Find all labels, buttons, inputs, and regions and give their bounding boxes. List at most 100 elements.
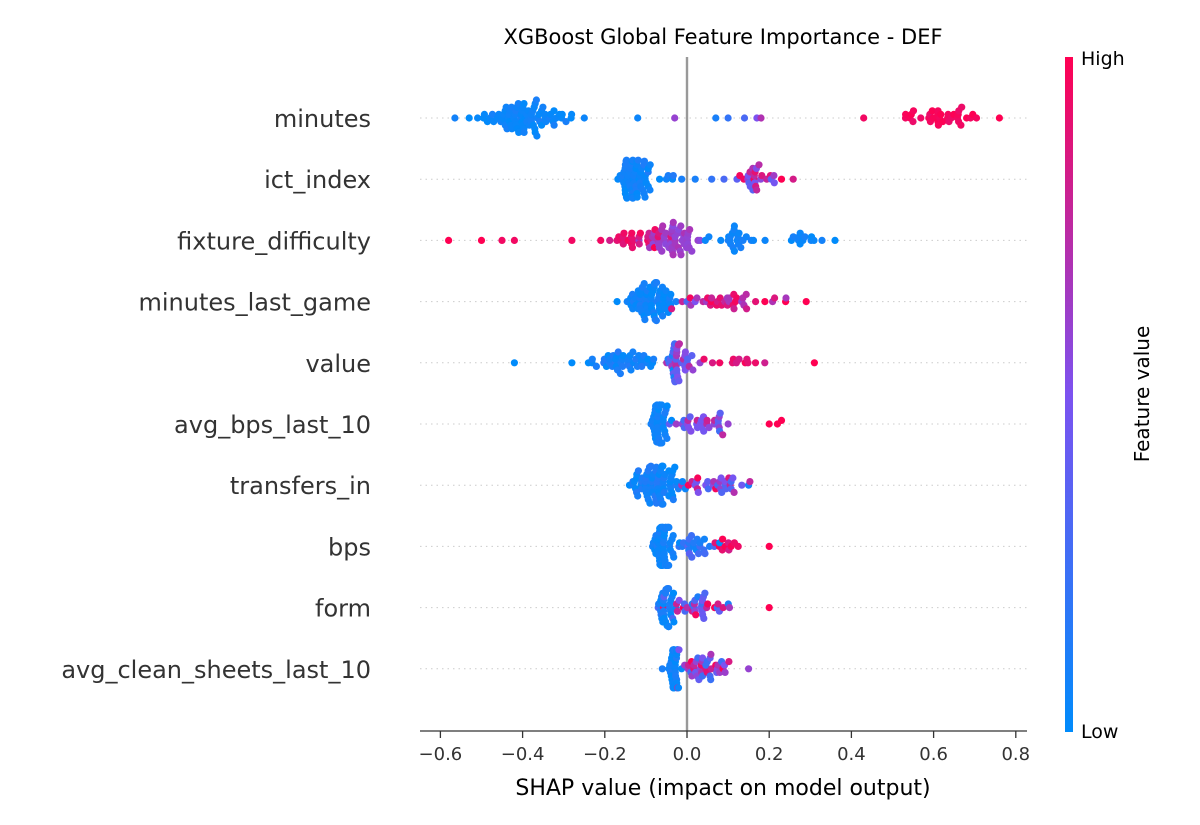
point-minutes-65 [539, 103, 547, 111]
point-value-24 [619, 352, 627, 360]
x-tick-label-3: 0.0 [673, 744, 702, 765]
point-bps-70 [700, 535, 709, 543]
point-minutes_last_game-78 [708, 294, 716, 302]
point-form-61 [714, 600, 722, 608]
point-bps-71 [701, 550, 709, 558]
point-transfers_in-83 [694, 488, 702, 496]
point-minutes-94 [909, 118, 917, 126]
point-value-80 [688, 352, 696, 360]
point-transfers_in-72 [672, 478, 681, 486]
point-minutes_last_game-104 [802, 298, 810, 306]
point-fixture_difficulty-4 [568, 236, 576, 244]
point-ict_index-59 [656, 175, 664, 183]
colorbar-high-label: High [1081, 48, 1125, 70]
point-value-29 [627, 366, 635, 374]
feature-label-transfers_in: transfers_in [230, 472, 371, 500]
point-minutes-72 [550, 107, 558, 115]
point-value-4 [588, 355, 596, 363]
point-avg_bps_last_10-32 [658, 401, 666, 409]
point-form-55 [700, 614, 708, 623]
point-ict_index-65 [691, 175, 699, 183]
point-avg_bps_last_10-62 [700, 427, 708, 435]
point-avg_bps_last_10-42 [663, 434, 671, 442]
point-value-85 [716, 359, 724, 367]
feature-label-bps: bps [328, 533, 371, 561]
point-bps-85 [765, 542, 773, 551]
point-ict_index-67 [720, 175, 728, 183]
point-fixture_difficulty-55 [669, 251, 677, 259]
point-bps-61 [688, 553, 696, 561]
point-ict_index-38 [633, 193, 641, 201]
x-tick-label-4: 0.2 [755, 744, 784, 765]
point-avg_bps_last_10-33 [658, 439, 666, 447]
point-ict_index-66 [708, 175, 716, 183]
point-form-36 [675, 596, 683, 605]
point-minutes_last_game-64 [667, 290, 675, 298]
point-fixture_difficulty-56 [669, 218, 677, 226]
x-tick-label-2: −0.2 [583, 744, 627, 765]
point-minutes-2 [474, 114, 482, 122]
point-form-22 [665, 585, 673, 593]
point-transfers_in-51 [659, 500, 667, 508]
point-minutes_last_game-43 [652, 317, 661, 325]
point-transfers_in-106 [746, 478, 754, 486]
point-transfers_in-8 [634, 492, 642, 500]
point-value-95 [810, 359, 819, 367]
point-fixture_difficulty-16 [628, 229, 636, 237]
point-avg_bps_last_10-54 [687, 427, 695, 435]
point-ict_index-49 [640, 157, 649, 165]
point-value-30 [629, 348, 637, 356]
x-tick-label-0: −0.6 [419, 744, 463, 765]
point-minutes-119 [958, 103, 966, 111]
point-avg_bps_last_10-73 [716, 409, 724, 417]
feature-labels: minutes ict_index fixture_difficultyminute… [61, 105, 371, 684]
point-value-84 [708, 359, 717, 367]
point-form-65 [725, 604, 734, 612]
point-form-63 [719, 604, 727, 612]
point-transfers_in-103 [730, 488, 738, 496]
point-minutes-34 [515, 128, 523, 136]
point-avg_clean_sheets_last_10-40 [674, 684, 683, 692]
feature-label-avg_clean_sheets_last_10: avg_clean_sheets_last_10 [61, 656, 371, 684]
point-fixture_difficulty-45 [662, 229, 670, 237]
point-minutes-82 [634, 114, 642, 122]
point-minutes_last_game-0 [613, 298, 621, 306]
point-minutes_last_game-66 [672, 298, 680, 306]
point-minutes-43 [520, 128, 528, 136]
point-fixture_difficulty-82 [717, 236, 725, 244]
point-ict_index-92 [770, 179, 778, 187]
point-minutes-4 [480, 110, 488, 118]
point-minutes_last_game-103 [782, 294, 790, 302]
point-transfers_in-9 [634, 467, 643, 475]
point-bps-43 [665, 523, 673, 532]
point-ict_index-93 [777, 175, 786, 183]
point-value-70 [675, 340, 684, 348]
point-value-89 [735, 355, 743, 363]
point-minutes-100 [928, 107, 936, 115]
point-fixture_difficulty-12 [620, 229, 628, 237]
point-minutes-124 [995, 114, 1004, 122]
point-minutes-58 [532, 96, 541, 104]
point-fixture_difficulty-22 [636, 229, 645, 237]
point-bps-50 [670, 553, 678, 561]
point-fixture_difficulty-18 [630, 236, 638, 244]
point-avg_clean_sheets_last_10-0 [658, 665, 666, 673]
point-minutes_last_game-96 [742, 290, 750, 298]
point-fixture_difficulty-114 [818, 236, 826, 244]
point-minutes-123 [972, 114, 981, 122]
point-minutes_last_game-72 [693, 294, 701, 302]
x-axis-title: SHAP value (impact on model output) [515, 776, 930, 801]
point-form-56 [701, 589, 709, 597]
feature-label-form: form [315, 595, 371, 623]
point-avg_bps_last_10-46 [672, 420, 680, 428]
point-ict_index-91 [770, 172, 778, 180]
point-fixture_difficulty-113 [810, 236, 818, 244]
point-fixture_difficulty-101 [749, 236, 758, 244]
point-transfers_in-86 [704, 485, 712, 493]
feature-label-value: value [305, 350, 371, 378]
point-minutes_last_game-92 [733, 294, 741, 302]
point-minutes-59 [533, 132, 541, 140]
point-form-66 [765, 604, 773, 612]
point-minutes-95 [909, 107, 918, 115]
feature-label-minutes_last_game: minutes_last_game [138, 289, 371, 317]
